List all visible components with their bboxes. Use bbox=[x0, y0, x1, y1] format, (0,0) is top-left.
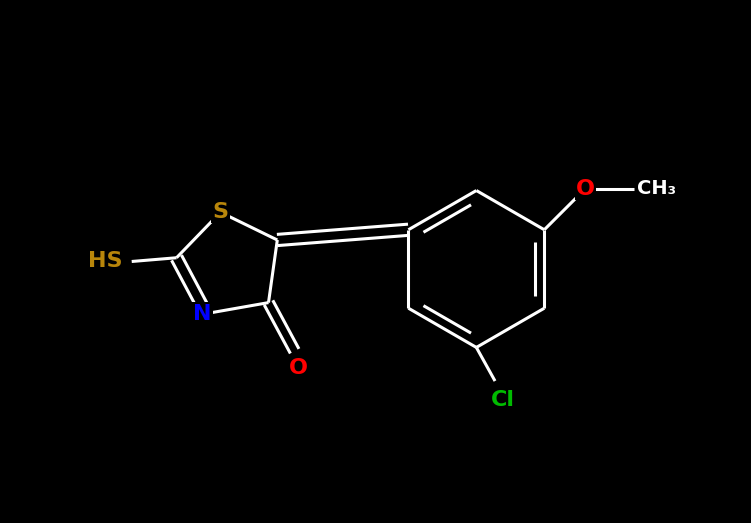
Text: HS: HS bbox=[89, 252, 123, 271]
Text: O: O bbox=[576, 179, 595, 199]
Text: Cl: Cl bbox=[490, 390, 514, 410]
Text: N: N bbox=[193, 303, 212, 324]
Text: S: S bbox=[213, 202, 228, 222]
Text: O: O bbox=[289, 358, 308, 378]
Text: CH₃: CH₃ bbox=[637, 179, 676, 198]
